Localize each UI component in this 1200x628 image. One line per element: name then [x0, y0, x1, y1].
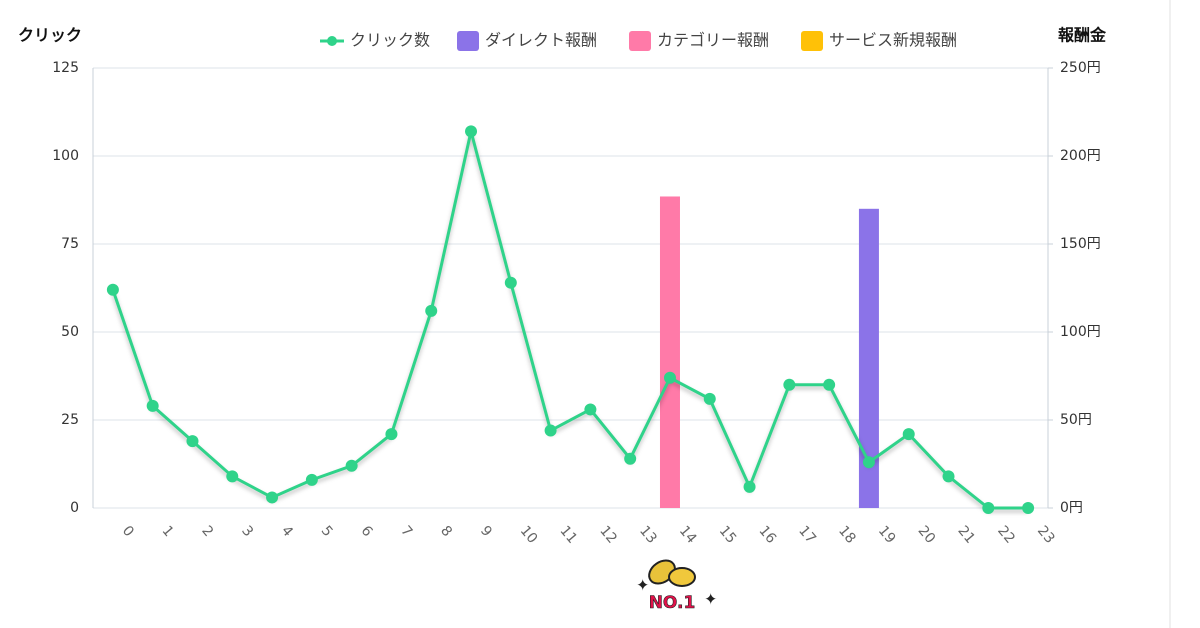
- point: [862, 456, 875, 469]
- legend-swatch: [629, 31, 651, 51]
- x-tick-label: 16: [755, 523, 779, 547]
- point: [305, 473, 318, 486]
- x-tick-label: 6: [358, 523, 376, 540]
- point: [345, 459, 358, 472]
- line: [111, 130, 1029, 510]
- x-tick-label: 14: [676, 523, 700, 547]
- y-tick-label: 75: [61, 236, 79, 252]
- point: [425, 304, 438, 317]
- x-tick-label: 23: [1034, 523, 1058, 547]
- y-tick-label: 0: [70, 500, 79, 516]
- point: [942, 470, 955, 483]
- point: [544, 424, 557, 437]
- point: [1022, 502, 1035, 514]
- y-tick-label: 125: [52, 60, 79, 76]
- legend-label: クリック数: [350, 31, 430, 50]
- legend-item: サービス新規報酬: [801, 31, 957, 51]
- legend-label: サービス新規報酬: [829, 31, 957, 50]
- x-tick-label: 17: [795, 523, 819, 547]
- x-tick-label: 19: [875, 523, 899, 547]
- x-tick-label: 13: [636, 523, 660, 547]
- legend-swatch: [457, 31, 479, 51]
- point: [902, 428, 915, 441]
- badge-text: NO.1: [649, 593, 696, 613]
- x-tick-label: 2: [198, 523, 216, 540]
- legend-item: カテゴリー報酬: [629, 31, 769, 51]
- legend-marker: [327, 36, 337, 46]
- legend-label: カテゴリー報酬: [657, 31, 769, 50]
- point: [106, 283, 119, 296]
- x-tick-label: 7: [397, 523, 415, 540]
- svg-text:✦: ✦: [636, 576, 649, 595]
- x-tick-label: 4: [278, 523, 296, 540]
- bar: [858, 208, 879, 509]
- point: [504, 276, 517, 289]
- x-tick-label: 1: [159, 523, 177, 540]
- legend-item: ダイレクト報酬: [457, 31, 597, 51]
- x-tick-label: 12: [596, 523, 620, 547]
- bar: [659, 196, 680, 509]
- point: [584, 403, 597, 416]
- x-tick-label: 8: [437, 523, 455, 540]
- y2-tick-label: 0円: [1060, 500, 1083, 516]
- x-tick-label: 15: [716, 523, 740, 547]
- x-tick-label: 3: [238, 523, 256, 540]
- point: [385, 428, 398, 441]
- x-tick-label: 5: [318, 523, 336, 540]
- y2-tick-label: 150円: [1060, 236, 1101, 252]
- point: [663, 371, 676, 384]
- y2-tick-label: 100円: [1060, 324, 1101, 340]
- svg-text:✦: ✦: [704, 590, 717, 609]
- point: [982, 502, 995, 514]
- point: [146, 399, 159, 412]
- legend-label: ダイレクト報酬: [485, 31, 597, 50]
- x-tick-label: 20: [915, 523, 939, 547]
- y-tick-label: 100: [52, 148, 79, 164]
- point: [783, 378, 796, 391]
- point: [465, 125, 478, 138]
- point: [823, 378, 836, 391]
- x-tick-label: 0: [119, 523, 137, 540]
- point: [186, 435, 199, 448]
- legend-item: クリック数: [320, 31, 430, 50]
- y-axis-label: クリック: [18, 26, 82, 45]
- y-tick-label: 50: [61, 324, 79, 340]
- x-tick-label: 21: [954, 523, 978, 547]
- y2-tick-label: 200円: [1060, 148, 1101, 164]
- y2-tick-label: 250円: [1060, 60, 1101, 76]
- point: [743, 480, 756, 493]
- badge-icon: ✦ ✦ NO.1: [636, 559, 717, 613]
- y2-axis-label: 報酬金: [1058, 26, 1107, 45]
- x-tick-label: 10: [517, 523, 541, 547]
- y-tick-label: 25: [61, 412, 79, 428]
- point: [226, 470, 239, 483]
- point: [624, 452, 637, 465]
- x-tick-label: 18: [835, 523, 859, 547]
- x-tick-label: 9: [477, 523, 495, 540]
- point: [266, 491, 279, 504]
- y2-tick-label: 50円: [1060, 412, 1092, 428]
- point: [703, 392, 716, 405]
- x-tick-label: 22: [994, 523, 1018, 547]
- x-tick-label: 11: [556, 523, 580, 547]
- legend-swatch: [801, 31, 823, 51]
